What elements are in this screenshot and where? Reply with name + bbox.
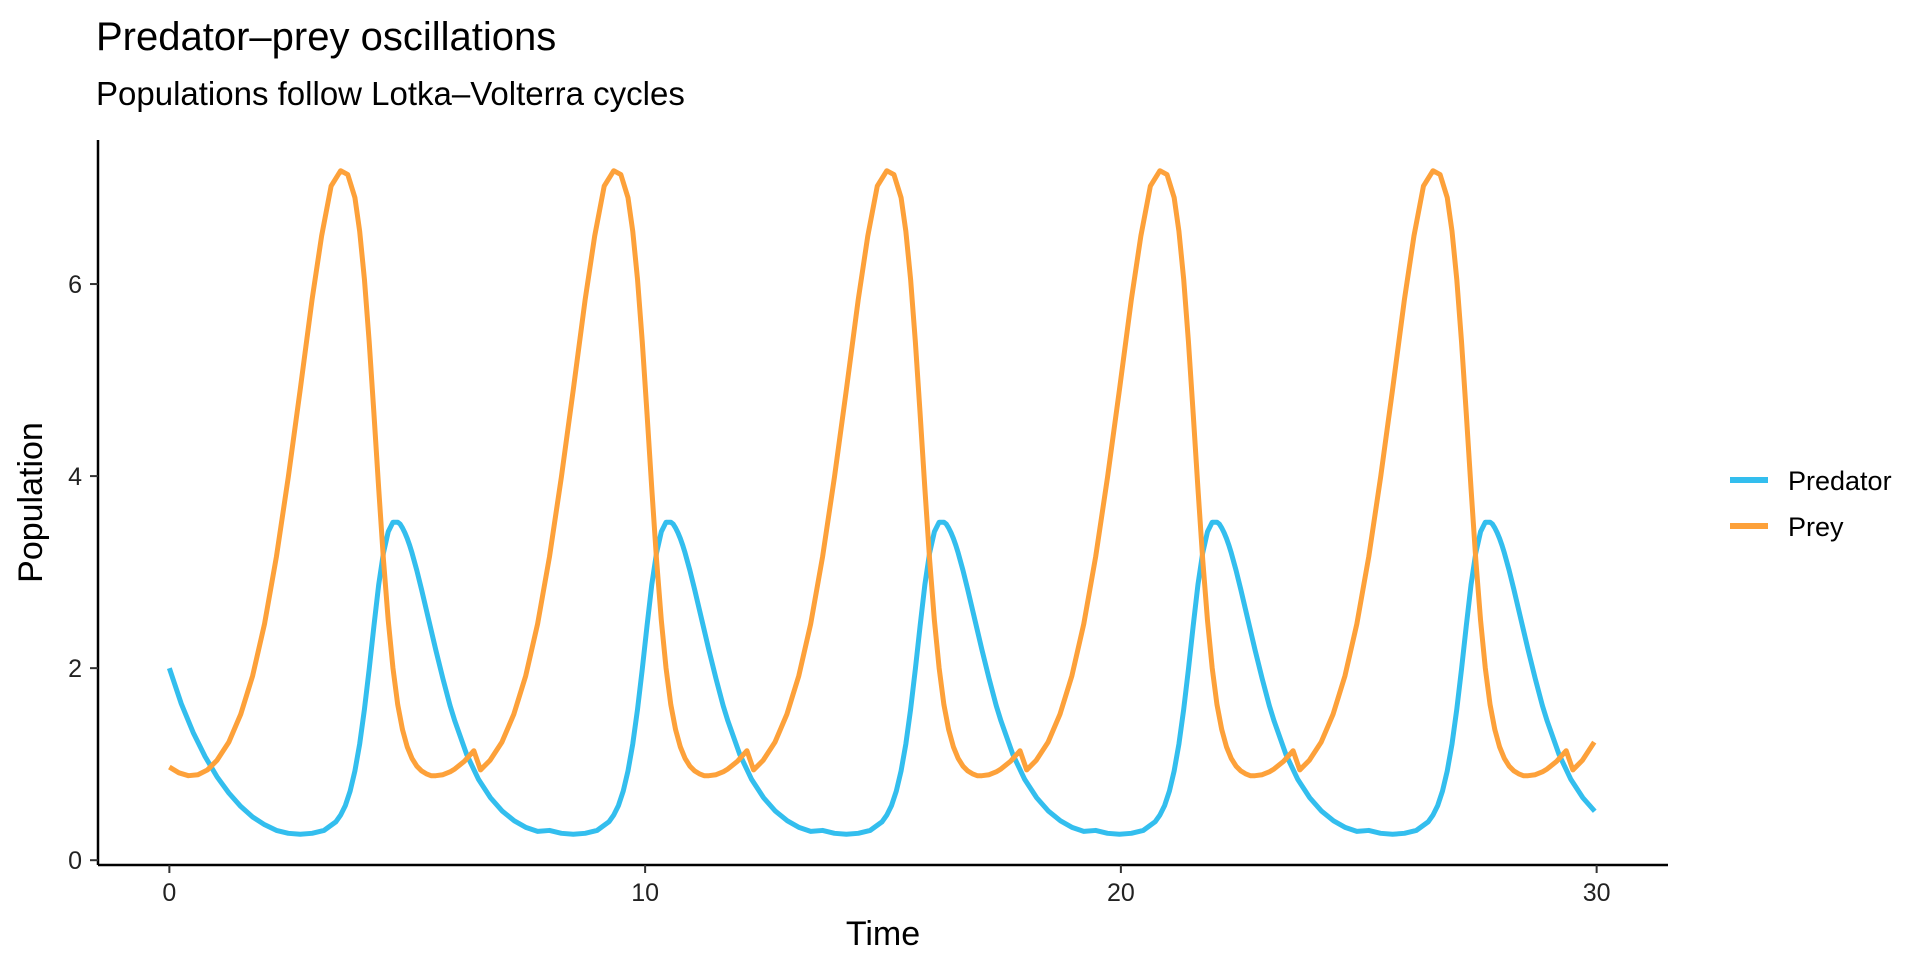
x-tick-label: 0 <box>162 879 176 907</box>
y-tick-label: 6 <box>68 271 82 299</box>
x-tick-label: 30 <box>1583 879 1611 907</box>
legend-label-prey: Prey <box>1788 512 1844 542</box>
y-tick-label: 4 <box>68 463 82 491</box>
x-tick-label: 20 <box>1107 879 1135 907</box>
y-tick-label: 0 <box>68 847 82 875</box>
legend: Predator Prey <box>1730 466 1892 542</box>
plot-area <box>166 168 1597 837</box>
series-line-predator <box>166 519 1597 837</box>
chart-title: Predator–prey oscillations <box>96 15 556 59</box>
y-tick-label: 2 <box>68 655 82 683</box>
series-line-prey <box>168 168 1597 779</box>
y-axis-title: Population <box>12 422 50 583</box>
legend-label-predator: Predator <box>1788 466 1892 496</box>
y-axis-ticks: 0 2 4 6 <box>68 271 98 875</box>
x-tick-label: 10 <box>631 879 659 907</box>
x-axis-title: Time <box>846 915 920 953</box>
x-axis-ticks: 0 10 20 30 <box>162 865 1611 907</box>
chart-subtitle: Populations follow Lotka–Volterra cycles <box>96 75 685 112</box>
